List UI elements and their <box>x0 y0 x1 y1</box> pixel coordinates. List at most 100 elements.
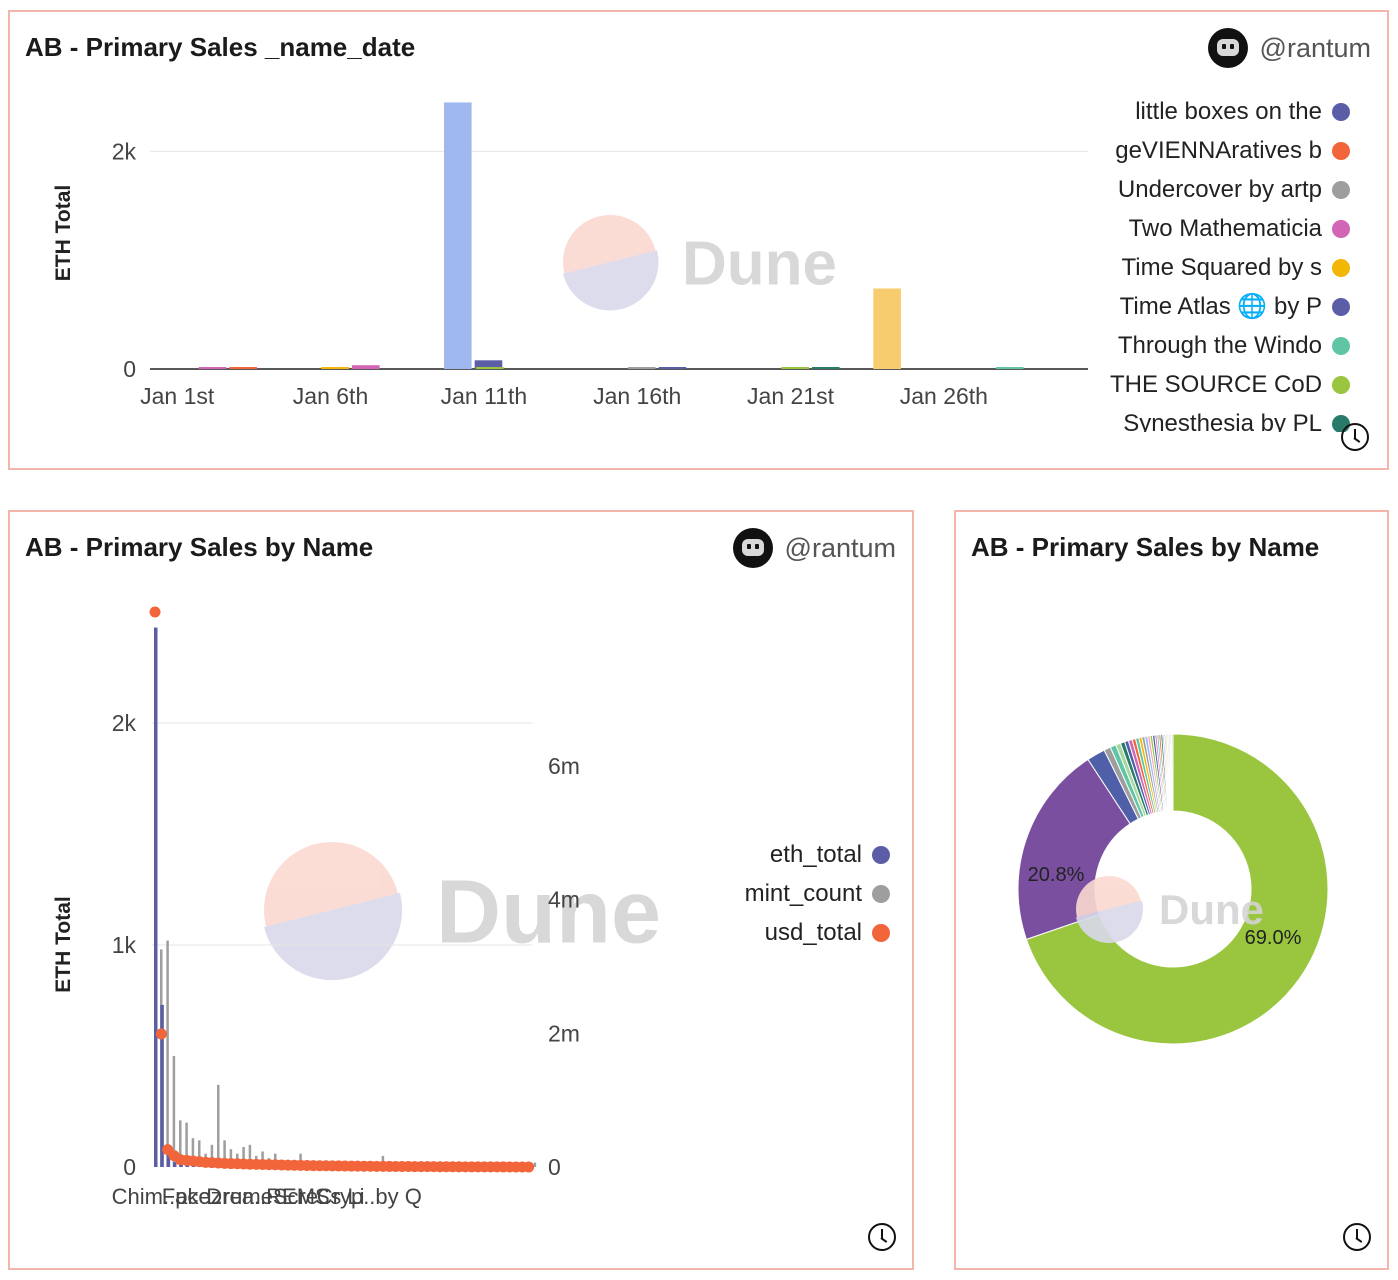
watermark-logo-bottom <box>563 250 659 311</box>
bar-eth-total <box>185 1164 190 1167</box>
bar <box>352 365 380 369</box>
point-usd-total <box>149 606 161 618</box>
bar-eth-total <box>154 627 158 1167</box>
bar-eth-total <box>160 1004 164 1167</box>
legend-item[interactable]: THE SOURCE CoDE <box>1100 365 1350 404</box>
point-usd-total <box>523 1161 535 1173</box>
bar <box>781 367 809 369</box>
bar-mint-count <box>533 1162 537 1167</box>
legend-swatch <box>1332 102 1350 121</box>
y-tick-label-right: 0 <box>548 1154 561 1180</box>
bar <box>198 367 227 369</box>
y-axis-label: ETH Total <box>52 185 75 281</box>
y-tick-label-left: 2k <box>112 710 137 736</box>
legend-item[interactable]: Two Mathematicia <box>1100 209 1350 248</box>
legend-item[interactable]: geVIENNAratives b <box>1100 131 1350 170</box>
legend-swatch <box>1332 375 1350 394</box>
donut-chart: 69.0% 20.8% Dune <box>1017 733 1329 1045</box>
y-tick-label-left: 0 <box>123 1154 136 1180</box>
point-usd-total <box>155 1028 167 1040</box>
y-tick-label-right: 2m <box>548 1020 580 1046</box>
bar-mint-count <box>229 1149 233 1167</box>
bar-mint-count <box>223 1140 226 1167</box>
legend-label: Time Atlas 🌐 by P <box>1119 293 1322 320</box>
bar-mint-count <box>242 1147 245 1167</box>
y-tick-label: 0 <box>123 356 136 382</box>
legend-item[interactable]: usd_total <box>700 913 890 952</box>
avatar[interactable] <box>1207 28 1248 68</box>
legend-item[interactable]: eth_total <box>700 835 890 874</box>
legend-swatch <box>1332 141 1350 160</box>
y-tick-label: 2k <box>112 138 137 164</box>
x-tick-label: Cryp..by Q <box>317 1184 422 1209</box>
y-axis-label: ETH Total <box>52 896 75 992</box>
bar-mint-count <box>185 1122 188 1167</box>
panel-title[interactable]: AB - Primary Sales by Name <box>25 532 374 562</box>
legend-swatch <box>872 884 890 903</box>
bar-mint-count <box>172 1056 176 1167</box>
legend-label: mint_count <box>744 879 862 907</box>
chart-panel-sales-by-date: AB - Primary Sales _name_date @rantum Du… <box>8 10 1389 470</box>
x-tick-label: Jan 26th <box>900 383 988 409</box>
pie-panel-sales-by-name: AB - Primary Sales by Name 69.0% 20.8% Dun… <box>954 510 1389 1270</box>
dune-watermark: Dune <box>264 842 661 981</box>
x-tick-label: Jan 16th <box>593 383 681 409</box>
legend-label: geVIENNAratives b <box>1115 136 1322 164</box>
bar-eth-total <box>166 1151 171 1167</box>
dune-watermark: Dune <box>563 215 837 311</box>
bar <box>812 367 840 369</box>
legend-label: Undercover by artp <box>1117 175 1322 203</box>
legend-label: Time Squared by s <box>1121 253 1322 281</box>
clock-icon[interactable] <box>868 1223 896 1251</box>
bar <box>444 102 472 369</box>
clock-icon[interactable] <box>1341 423 1369 451</box>
author-name[interactable]: @rantum <box>784 532 896 563</box>
legend-label: little boxes on the <box>1135 97 1322 125</box>
legend-item[interactable]: Synesthesia by PL <box>1100 404 1350 432</box>
legend-label: Two Mathematicia <box>1128 214 1322 242</box>
legend-item[interactable]: Undercover by artp <box>1100 170 1350 209</box>
pie-slice <box>1025 733 1329 1045</box>
panel-title[interactable]: AB - Primary Sales _name_date <box>25 32 416 62</box>
bar-mint-count <box>179 1120 182 1167</box>
clock-icon[interactable] <box>1343 1223 1371 1251</box>
legend-swatch <box>1332 180 1350 199</box>
bar <box>321 367 349 369</box>
bar-mint-count <box>198 1140 201 1167</box>
watermark-text: Dune <box>436 862 661 962</box>
bar <box>474 360 503 369</box>
panel-title[interactable]: AB - Primary Sales by Name <box>971 532 1320 562</box>
author-badge[interactable]: @rantum <box>732 528 896 568</box>
watermark-logo-bottom <box>1076 900 1144 944</box>
pie-slice-label: 69.0% <box>1245 927 1302 949</box>
chart-panel-sales-by-name: AB - Primary Sales by Name @rantum Dune 0… <box>8 510 914 1270</box>
legend-swatch <box>872 923 890 942</box>
bar-mint-count <box>166 940 169 1167</box>
bar <box>873 288 901 369</box>
y-tick-label-left: 1k <box>112 932 137 958</box>
legend-item[interactable]: Time Atlas 🌐 by P <box>1100 287 1350 326</box>
bar <box>229 367 257 369</box>
bar-mint-count <box>248 1144 252 1167</box>
x-tick-label: Jan 11th <box>441 383 528 409</box>
legend-item[interactable]: Time Squared by s <box>1100 248 1350 287</box>
chart-legend: eth_total mint_count usd_total <box>700 835 890 952</box>
watermark-text: Dune <box>1159 886 1264 933</box>
watermark-logo-bottom <box>264 893 403 981</box>
legend-swatch <box>1332 219 1350 238</box>
legend-label: THE SOURCE CoDE <box>1110 370 1322 398</box>
x-tick-label: Scre..s Li <box>273 1184 365 1209</box>
legend-label: usd_total <box>764 918 862 946</box>
legend-item[interactable]: little boxes on the <box>1100 92 1350 131</box>
legend-item[interactable]: Through the Windo <box>1100 326 1350 365</box>
legend-item[interactable]: mint_count <box>700 874 890 913</box>
combo-chart-by-name: Dune 0 1k 2k 0 2m 4m 6m ETH Total Chim..pkezFace.… <box>52 606 661 1209</box>
author-badge[interactable]: @rantum <box>1207 28 1371 68</box>
pie-slice <box>1171 733 1174 812</box>
legend-label: Through the Windo <box>1117 331 1322 359</box>
avatar[interactable] <box>732 528 773 568</box>
bar-chart-by-date: Dune 0 2k Jan 1st Jan 6th Jan 11th Jan 16th Jan… <box>52 102 1088 409</box>
legend-label: eth_total <box>769 840 862 868</box>
author-name[interactable]: @rantum <box>1259 32 1371 63</box>
bar <box>996 367 1024 369</box>
